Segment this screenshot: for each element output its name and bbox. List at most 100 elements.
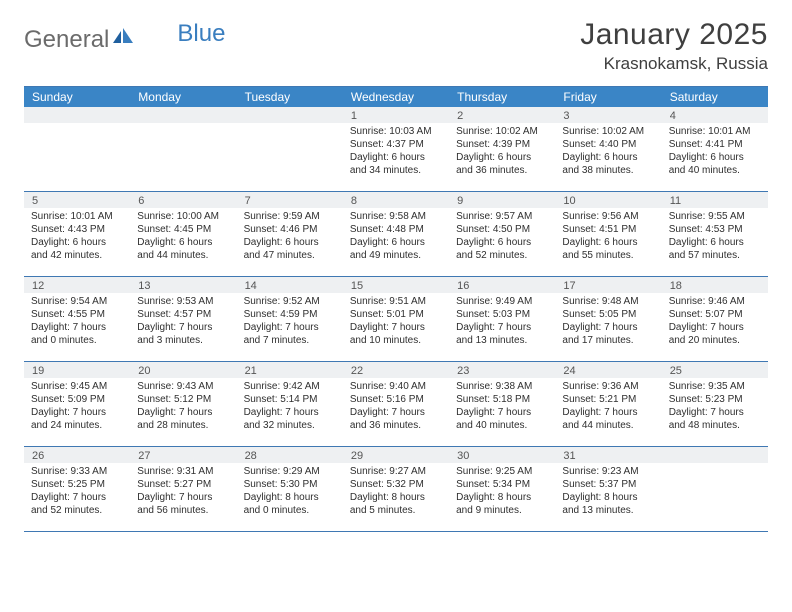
day-line-sr: Sunrise: 9:51 AM — [350, 295, 445, 308]
day-cell: 10Sunrise: 9:56 AMSunset: 4:51 PMDayligh… — [555, 192, 661, 276]
day-number: 31 — [555, 447, 661, 463]
day-cell: 27Sunrise: 9:31 AMSunset: 5:27 PMDayligh… — [130, 447, 236, 531]
day-cell: 17Sunrise: 9:48 AMSunset: 5:05 PMDayligh… — [555, 277, 661, 361]
day-line-dl2: and 34 minutes. — [350, 164, 445, 177]
day-line-dl1: Daylight: 7 hours — [244, 406, 339, 419]
day-line-sr: Sunrise: 9:42 AM — [244, 380, 339, 393]
day-cell: 13Sunrise: 9:53 AMSunset: 4:57 PMDayligh… — [130, 277, 236, 361]
day-line-dl2: and 44 minutes. — [562, 419, 657, 432]
day-detail: Sunrise: 9:29 AMSunset: 5:30 PMDaylight:… — [237, 463, 343, 521]
day-line-dl1: Daylight: 7 hours — [137, 321, 232, 334]
day-line-dl2: and 52 minutes. — [31, 504, 126, 517]
day-line-sr: Sunrise: 9:33 AM — [31, 465, 126, 478]
day-line-ss: Sunset: 5:27 PM — [137, 478, 232, 491]
day-number: 11 — [662, 192, 768, 208]
day-line-dl1: Daylight: 6 hours — [456, 236, 551, 249]
week-row: 12Sunrise: 9:54 AMSunset: 4:55 PMDayligh… — [24, 277, 768, 362]
day-cell — [662, 447, 768, 531]
day-line-dl2: and 47 minutes. — [244, 249, 339, 262]
day-line-sr: Sunrise: 9:35 AM — [669, 380, 764, 393]
day-line-dl1: Daylight: 7 hours — [669, 406, 764, 419]
day-line-sr: Sunrise: 9:23 AM — [562, 465, 657, 478]
day-line-dl2: and 24 minutes. — [31, 419, 126, 432]
day-cell: 26Sunrise: 9:33 AMSunset: 5:25 PMDayligh… — [24, 447, 130, 531]
dayhead-sat: Saturday — [662, 87, 768, 107]
day-cell: 18Sunrise: 9:46 AMSunset: 5:07 PMDayligh… — [662, 277, 768, 361]
day-line-dl2: and 56 minutes. — [137, 504, 232, 517]
day-line-dl2: and 40 minutes. — [456, 419, 551, 432]
day-line-sr: Sunrise: 9:54 AM — [31, 295, 126, 308]
day-line-dl1: Daylight: 7 hours — [456, 321, 551, 334]
day-cell: 21Sunrise: 9:42 AMSunset: 5:14 PMDayligh… — [237, 362, 343, 446]
day-cell: 19Sunrise: 9:45 AMSunset: 5:09 PMDayligh… — [24, 362, 130, 446]
day-line-dl2: and 0 minutes. — [244, 504, 339, 517]
day-number: 19 — [24, 362, 130, 378]
day-line-dl1: Daylight: 8 hours — [244, 491, 339, 504]
day-detail: Sunrise: 10:00 AMSunset: 4:45 PMDaylight… — [130, 208, 236, 266]
day-detail: Sunrise: 9:27 AMSunset: 5:32 PMDaylight:… — [343, 463, 449, 521]
day-cell: 5Sunrise: 10:01 AMSunset: 4:43 PMDayligh… — [24, 192, 130, 276]
day-line-dl1: Daylight: 7 hours — [137, 491, 232, 504]
day-number: 1 — [343, 107, 449, 123]
day-line-dl1: Daylight: 7 hours — [31, 491, 126, 504]
day-cell: 30Sunrise: 9:25 AMSunset: 5:34 PMDayligh… — [449, 447, 555, 531]
day-line-sr: Sunrise: 10:03 AM — [350, 125, 445, 138]
day-line-ss: Sunset: 5:32 PM — [350, 478, 445, 491]
day-line-sr: Sunrise: 9:53 AM — [137, 295, 232, 308]
day-line-dl1: Daylight: 8 hours — [350, 491, 445, 504]
day-number: 18 — [662, 277, 768, 293]
day-detail — [237, 123, 343, 129]
day-cell: 9Sunrise: 9:57 AMSunset: 4:50 PMDaylight… — [449, 192, 555, 276]
day-cell: 8Sunrise: 9:58 AMSunset: 4:48 PMDaylight… — [343, 192, 449, 276]
logo: General Blue — [24, 18, 225, 56]
day-detail: Sunrise: 9:49 AMSunset: 5:03 PMDaylight:… — [449, 293, 555, 351]
day-line-dl2: and 13 minutes. — [562, 504, 657, 517]
week-row: 5Sunrise: 10:01 AMSunset: 4:43 PMDayligh… — [24, 192, 768, 277]
day-line-dl2: and 36 minutes. — [350, 419, 445, 432]
day-line-dl2: and 28 minutes. — [137, 419, 232, 432]
day-line-ss: Sunset: 4:43 PM — [31, 223, 126, 236]
day-line-ss: Sunset: 5:07 PM — [669, 308, 764, 321]
day-cell: 24Sunrise: 9:36 AMSunset: 5:21 PMDayligh… — [555, 362, 661, 446]
day-detail: Sunrise: 9:38 AMSunset: 5:18 PMDaylight:… — [449, 378, 555, 436]
day-detail: Sunrise: 9:46 AMSunset: 5:07 PMDaylight:… — [662, 293, 768, 351]
day-number: 8 — [343, 192, 449, 208]
day-line-sr: Sunrise: 10:02 AM — [562, 125, 657, 138]
day-line-dl2: and 48 minutes. — [669, 419, 764, 432]
day-line-sr: Sunrise: 9:57 AM — [456, 210, 551, 223]
day-detail: Sunrise: 9:59 AMSunset: 4:46 PMDaylight:… — [237, 208, 343, 266]
dayhead-tue: Tuesday — [237, 87, 343, 107]
day-line-ss: Sunset: 5:01 PM — [350, 308, 445, 321]
day-line-dl1: Daylight: 7 hours — [31, 321, 126, 334]
logo-sail-icon — [111, 24, 135, 52]
day-detail: Sunrise: 9:35 AMSunset: 5:23 PMDaylight:… — [662, 378, 768, 436]
day-detail: Sunrise: 9:48 AMSunset: 5:05 PMDaylight:… — [555, 293, 661, 351]
day-cell — [130, 107, 236, 191]
day-line-ss: Sunset: 5:12 PM — [137, 393, 232, 406]
day-line-ss: Sunset: 5:18 PM — [456, 393, 551, 406]
day-line-dl2: and 10 minutes. — [350, 334, 445, 347]
day-cell: 6Sunrise: 10:00 AMSunset: 4:45 PMDayligh… — [130, 192, 236, 276]
dayhead-wed: Wednesday — [343, 87, 449, 107]
day-line-ss: Sunset: 5:09 PM — [31, 393, 126, 406]
day-line-sr: Sunrise: 9:46 AM — [669, 295, 764, 308]
day-number: 16 — [449, 277, 555, 293]
day-line-dl2: and 52 minutes. — [456, 249, 551, 262]
day-number: 29 — [343, 447, 449, 463]
day-line-dl2: and 0 minutes. — [31, 334, 126, 347]
day-cell: 4Sunrise: 10:01 AMSunset: 4:41 PMDayligh… — [662, 107, 768, 191]
day-detail: Sunrise: 9:45 AMSunset: 5:09 PMDaylight:… — [24, 378, 130, 436]
day-number: 28 — [237, 447, 343, 463]
day-detail: Sunrise: 9:53 AMSunset: 4:57 PMDaylight:… — [130, 293, 236, 351]
dayhead-sun: Sunday — [24, 87, 130, 107]
day-number: 4 — [662, 107, 768, 123]
day-cell: 25Sunrise: 9:35 AMSunset: 5:23 PMDayligh… — [662, 362, 768, 446]
day-detail: Sunrise: 9:58 AMSunset: 4:48 PMDaylight:… — [343, 208, 449, 266]
day-detail: Sunrise: 9:25 AMSunset: 5:34 PMDaylight:… — [449, 463, 555, 521]
day-cell: 12Sunrise: 9:54 AMSunset: 4:55 PMDayligh… — [24, 277, 130, 361]
day-line-sr: Sunrise: 9:29 AM — [244, 465, 339, 478]
day-line-ss: Sunset: 5:03 PM — [456, 308, 551, 321]
day-line-sr: Sunrise: 9:40 AM — [350, 380, 445, 393]
day-line-dl2: and 42 minutes. — [31, 249, 126, 262]
day-number: 5 — [24, 192, 130, 208]
